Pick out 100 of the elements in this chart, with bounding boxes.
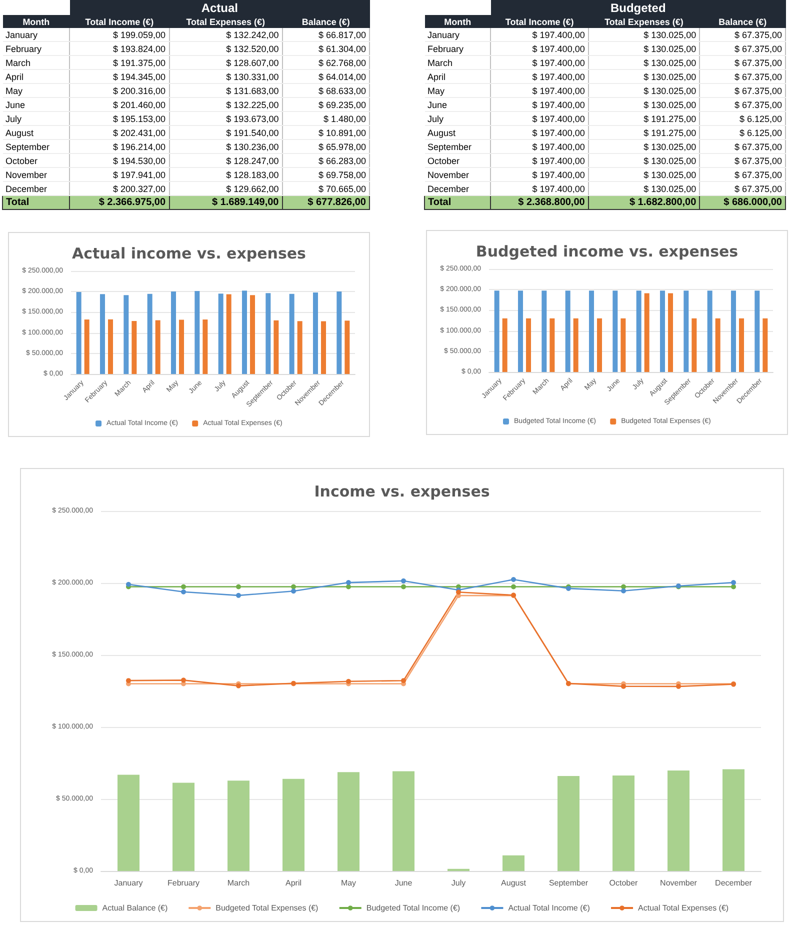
data-label: $ 129.662,00 bbox=[169, 182, 282, 196]
data-label: $ 2.368.800,00 bbox=[490, 196, 588, 210]
legend-label: Budgeted Total Expenses (€) bbox=[216, 904, 319, 912]
data-label: $ 130.025,00 bbox=[588, 168, 700, 182]
data-label: $ 67.375,00 bbox=[700, 28, 786, 42]
data-label: $ 69.235,00 bbox=[282, 98, 370, 112]
data-label: $ 130.025,00 bbox=[588, 42, 700, 56]
y-tick-label: October bbox=[424, 154, 491, 168]
data-label: $ 130.025,00 bbox=[588, 84, 700, 98]
data-label: $ 2.366.975,00 bbox=[70, 196, 170, 210]
chart-title: Actual income vs. expenses bbox=[72, 244, 306, 262]
legend-label: Budgeted Total Income (€) bbox=[366, 904, 460, 912]
data-label: $ 130.236,00 bbox=[169, 140, 282, 154]
data-label: $ 686.000,00 bbox=[700, 196, 786, 210]
chart-title: Budgeted income vs. expenses bbox=[476, 242, 738, 260]
data-label: $ 67.375,00 bbox=[700, 154, 786, 168]
data-label: $ 197.400,00 bbox=[490, 70, 588, 84]
y-tick-label: February bbox=[424, 42, 491, 56]
y-tick-label: December bbox=[424, 182, 491, 196]
data-label: $ 197.400,00 bbox=[490, 112, 588, 126]
data-label: $ 69.758,00 bbox=[282, 168, 370, 182]
data-label: $ 132.225,00 bbox=[169, 98, 282, 112]
data-label: $ 201.460,00 bbox=[70, 98, 170, 112]
data-label: $ 130.025,00 bbox=[588, 154, 700, 168]
data-label: $ 193.824,00 bbox=[70, 42, 170, 56]
y-tick-label: June bbox=[424, 98, 491, 112]
data-label: $ 677.826,00 bbox=[282, 196, 370, 210]
y-tick-label: February bbox=[2, 42, 70, 56]
data-label: $ 67.375,00 bbox=[700, 84, 786, 98]
data-label: $ 67.375,00 bbox=[700, 168, 786, 182]
data-label: $ 132.520,00 bbox=[169, 42, 282, 56]
x-tick-label: December bbox=[715, 878, 752, 888]
data-label: $ 128.607,00 bbox=[169, 56, 282, 70]
data-label: $ 197.400,00 bbox=[490, 168, 588, 182]
chart-title: Income vs. expenses bbox=[314, 482, 490, 500]
data-label: $ 130.025,00 bbox=[588, 56, 700, 70]
data-label: $ 130.025,00 bbox=[588, 182, 700, 196]
data-label: $ 194.530,00 bbox=[70, 154, 170, 168]
data-label: $ 67.375,00 bbox=[700, 140, 786, 154]
data-label: $ 1.682.800,00 bbox=[588, 196, 700, 210]
y-tick-label: September bbox=[424, 140, 491, 154]
y-axis-title: Month bbox=[2, 15, 70, 28]
data-label: $ 130.025,00 bbox=[588, 98, 700, 112]
y-tick-label: December bbox=[2, 182, 70, 196]
legend-label: Actual Total Income (€) bbox=[508, 904, 590, 912]
y-tick-label: January bbox=[2, 28, 70, 42]
data-label: $ 6.125,00 bbox=[700, 126, 786, 140]
data-label: $ 197.400,00 bbox=[490, 126, 588, 140]
chart-title: Actual bbox=[70, 0, 370, 15]
data-label: $ 199.059,00 bbox=[70, 28, 170, 42]
x-tick-label: Balance (€) bbox=[700, 15, 786, 28]
y-tick-label: Total bbox=[424, 196, 491, 210]
data-label: $ 197.400,00 bbox=[490, 140, 588, 154]
data-label: $ 1.480,00 bbox=[282, 112, 370, 126]
data-label: $ 128.183,00 bbox=[169, 168, 282, 182]
data-label: $ 197.400,00 bbox=[490, 28, 588, 42]
y-tick-label: June bbox=[2, 98, 70, 112]
data-label: $ 130.025,00 bbox=[588, 140, 700, 154]
data-label: $ 65.978,00 bbox=[282, 140, 370, 154]
data-label: $ 202.431,00 bbox=[70, 126, 170, 140]
x-tick-label: August bbox=[501, 878, 527, 888]
data-label: $ 191.375,00 bbox=[70, 56, 170, 70]
x-tick-label: Total Income (€) bbox=[70, 15, 170, 28]
y-tick-label: Total bbox=[2, 196, 70, 210]
data-label: $ 191.275,00 bbox=[588, 126, 700, 140]
y-axis-title: Month bbox=[424, 15, 491, 28]
data-label: $ 197.400,00 bbox=[490, 154, 588, 168]
data-label: $ 191.275,00 bbox=[588, 112, 700, 126]
y-tick-label: April bbox=[2, 70, 70, 84]
data-label: $ 200.327,00 bbox=[70, 182, 170, 196]
y-tick-label: August bbox=[424, 126, 491, 140]
data-label: $ 10.891,00 bbox=[282, 126, 370, 140]
y-tick-label: September bbox=[2, 140, 70, 154]
y-tick-label: April bbox=[424, 70, 491, 84]
x-tick-label: November bbox=[660, 878, 698, 888]
y-tick-label: November bbox=[424, 168, 491, 182]
data-label: $ 197.400,00 bbox=[490, 98, 588, 112]
data-label: $ 66.817,00 bbox=[282, 28, 370, 42]
data-label: $ 191.540,00 bbox=[169, 126, 282, 140]
y-tick-label: October bbox=[2, 154, 70, 168]
y-tick-label: August bbox=[2, 126, 70, 140]
y-tick-label: November bbox=[2, 168, 70, 182]
y-tick-label: March bbox=[424, 56, 491, 70]
x-tick-label: Balance (€) bbox=[282, 15, 370, 28]
y-tick-label: July bbox=[424, 112, 491, 126]
data-label: $ 197.400,00 bbox=[490, 56, 588, 70]
legend-label: Actual Balance (€) bbox=[102, 904, 168, 912]
x-tick-label: October bbox=[609, 878, 638, 888]
data-label: $ 67.375,00 bbox=[700, 56, 786, 70]
data-label: $ 130.025,00 bbox=[588, 28, 700, 42]
y-tick-label: March bbox=[2, 56, 70, 70]
x-tick-label: Total Expenses (€) bbox=[588, 15, 700, 28]
y-tick-label: May bbox=[424, 84, 491, 98]
x-tick-label: January bbox=[114, 878, 143, 888]
x-tick-label: March bbox=[227, 878, 250, 888]
data-label: $ 68.633,00 bbox=[282, 84, 370, 98]
data-label: $ 1.689.149,00 bbox=[169, 196, 282, 210]
y-tick-label: January bbox=[424, 28, 491, 42]
legend-label: Actual Total Expenses (€) bbox=[638, 904, 729, 912]
y-tick-label: July bbox=[2, 112, 70, 126]
